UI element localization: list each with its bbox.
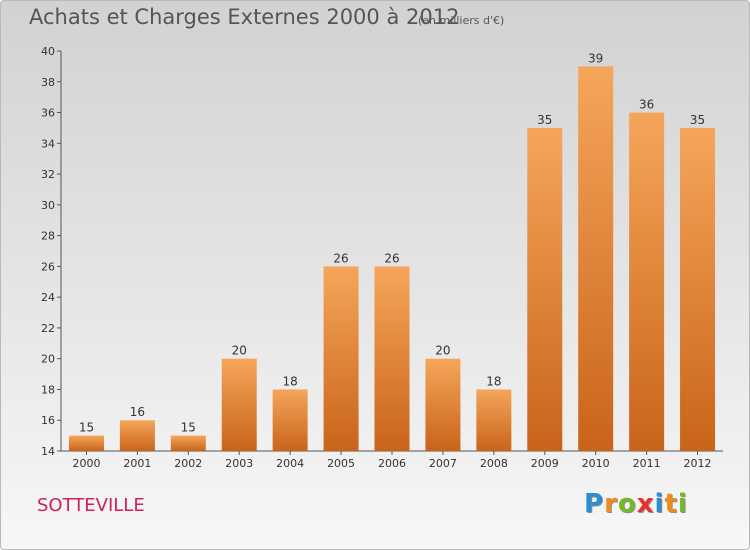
x-tick-label: 2012 xyxy=(684,457,712,470)
x-tick-label: 2010 xyxy=(582,457,610,470)
bar xyxy=(68,435,104,451)
bar-value-label: 36 xyxy=(639,98,654,112)
bar-value-label: 20 xyxy=(435,344,450,358)
logo-letter: t xyxy=(664,489,678,519)
bar-value-label: 35 xyxy=(537,113,552,127)
bar-value-label: 39 xyxy=(588,51,603,65)
x-tick-label: 2000 xyxy=(72,457,100,470)
y-tick-label: 28 xyxy=(41,230,55,243)
bar-value-label: 16 xyxy=(130,405,145,419)
y-tick-label: 40 xyxy=(41,45,55,58)
y-tick-label: 26 xyxy=(41,260,55,273)
bar xyxy=(527,127,563,451)
logo-letter: r xyxy=(604,489,618,519)
bar-value-label: 15 xyxy=(181,421,196,435)
bar xyxy=(170,435,206,451)
x-tick-label: 2011 xyxy=(633,457,661,470)
bar-value-label: 35 xyxy=(690,113,705,127)
y-tick-label: 18 xyxy=(41,383,55,396)
bar xyxy=(629,112,665,452)
y-tick-label: 32 xyxy=(41,168,55,181)
x-tick-label: 2004 xyxy=(276,457,304,470)
y-tick-label: 14 xyxy=(41,445,55,458)
x-tick-label: 2001 xyxy=(123,457,151,470)
y-tick-label: 30 xyxy=(41,199,55,212)
logo-letter: P xyxy=(584,489,605,519)
bar-value-label: 20 xyxy=(232,344,247,358)
bar-value-label: 26 xyxy=(384,251,399,265)
x-tick-label: 2006 xyxy=(378,457,406,470)
logo-letter: o xyxy=(617,489,637,519)
bar-value-label: 26 xyxy=(333,251,348,265)
bar xyxy=(425,358,461,451)
bar xyxy=(578,66,614,451)
bar-value-label: 18 xyxy=(283,374,298,388)
x-tick-label: 2007 xyxy=(429,457,457,470)
bar xyxy=(272,389,308,451)
y-tick-label: 16 xyxy=(41,414,55,427)
chart-title: Achats et Charges Externes 2000 à 2012 xyxy=(29,5,460,29)
bar xyxy=(119,420,155,451)
y-tick-label: 22 xyxy=(41,322,55,335)
logo-letter: x xyxy=(636,489,655,519)
logo-letter: i xyxy=(677,489,688,519)
bar xyxy=(680,127,716,451)
bar xyxy=(221,358,257,451)
y-tick-label: 34 xyxy=(41,137,55,150)
bar-value-label: 18 xyxy=(486,374,501,388)
y-tick-label: 36 xyxy=(41,107,55,120)
y-tick-label: 20 xyxy=(41,353,55,366)
x-tick-label: 2005 xyxy=(327,457,355,470)
y-tick-label: 38 xyxy=(41,76,55,89)
y-tick-label: 24 xyxy=(41,291,55,304)
bar xyxy=(374,266,410,451)
proxiti-logo: Proxiti xyxy=(584,489,688,519)
x-tick-label: 2008 xyxy=(480,457,508,470)
chart-subtitle: (en milliers d'€) xyxy=(418,14,505,27)
logo-letter: i xyxy=(654,489,665,519)
x-tick-label: 2003 xyxy=(225,457,253,470)
commune-name: SOTTEVILLE xyxy=(37,495,145,516)
x-tick-label: 2002 xyxy=(174,457,202,470)
bar xyxy=(476,389,512,451)
x-tick-label: 2009 xyxy=(531,457,559,470)
bar-value-label: 15 xyxy=(79,421,94,435)
bar xyxy=(323,266,359,451)
